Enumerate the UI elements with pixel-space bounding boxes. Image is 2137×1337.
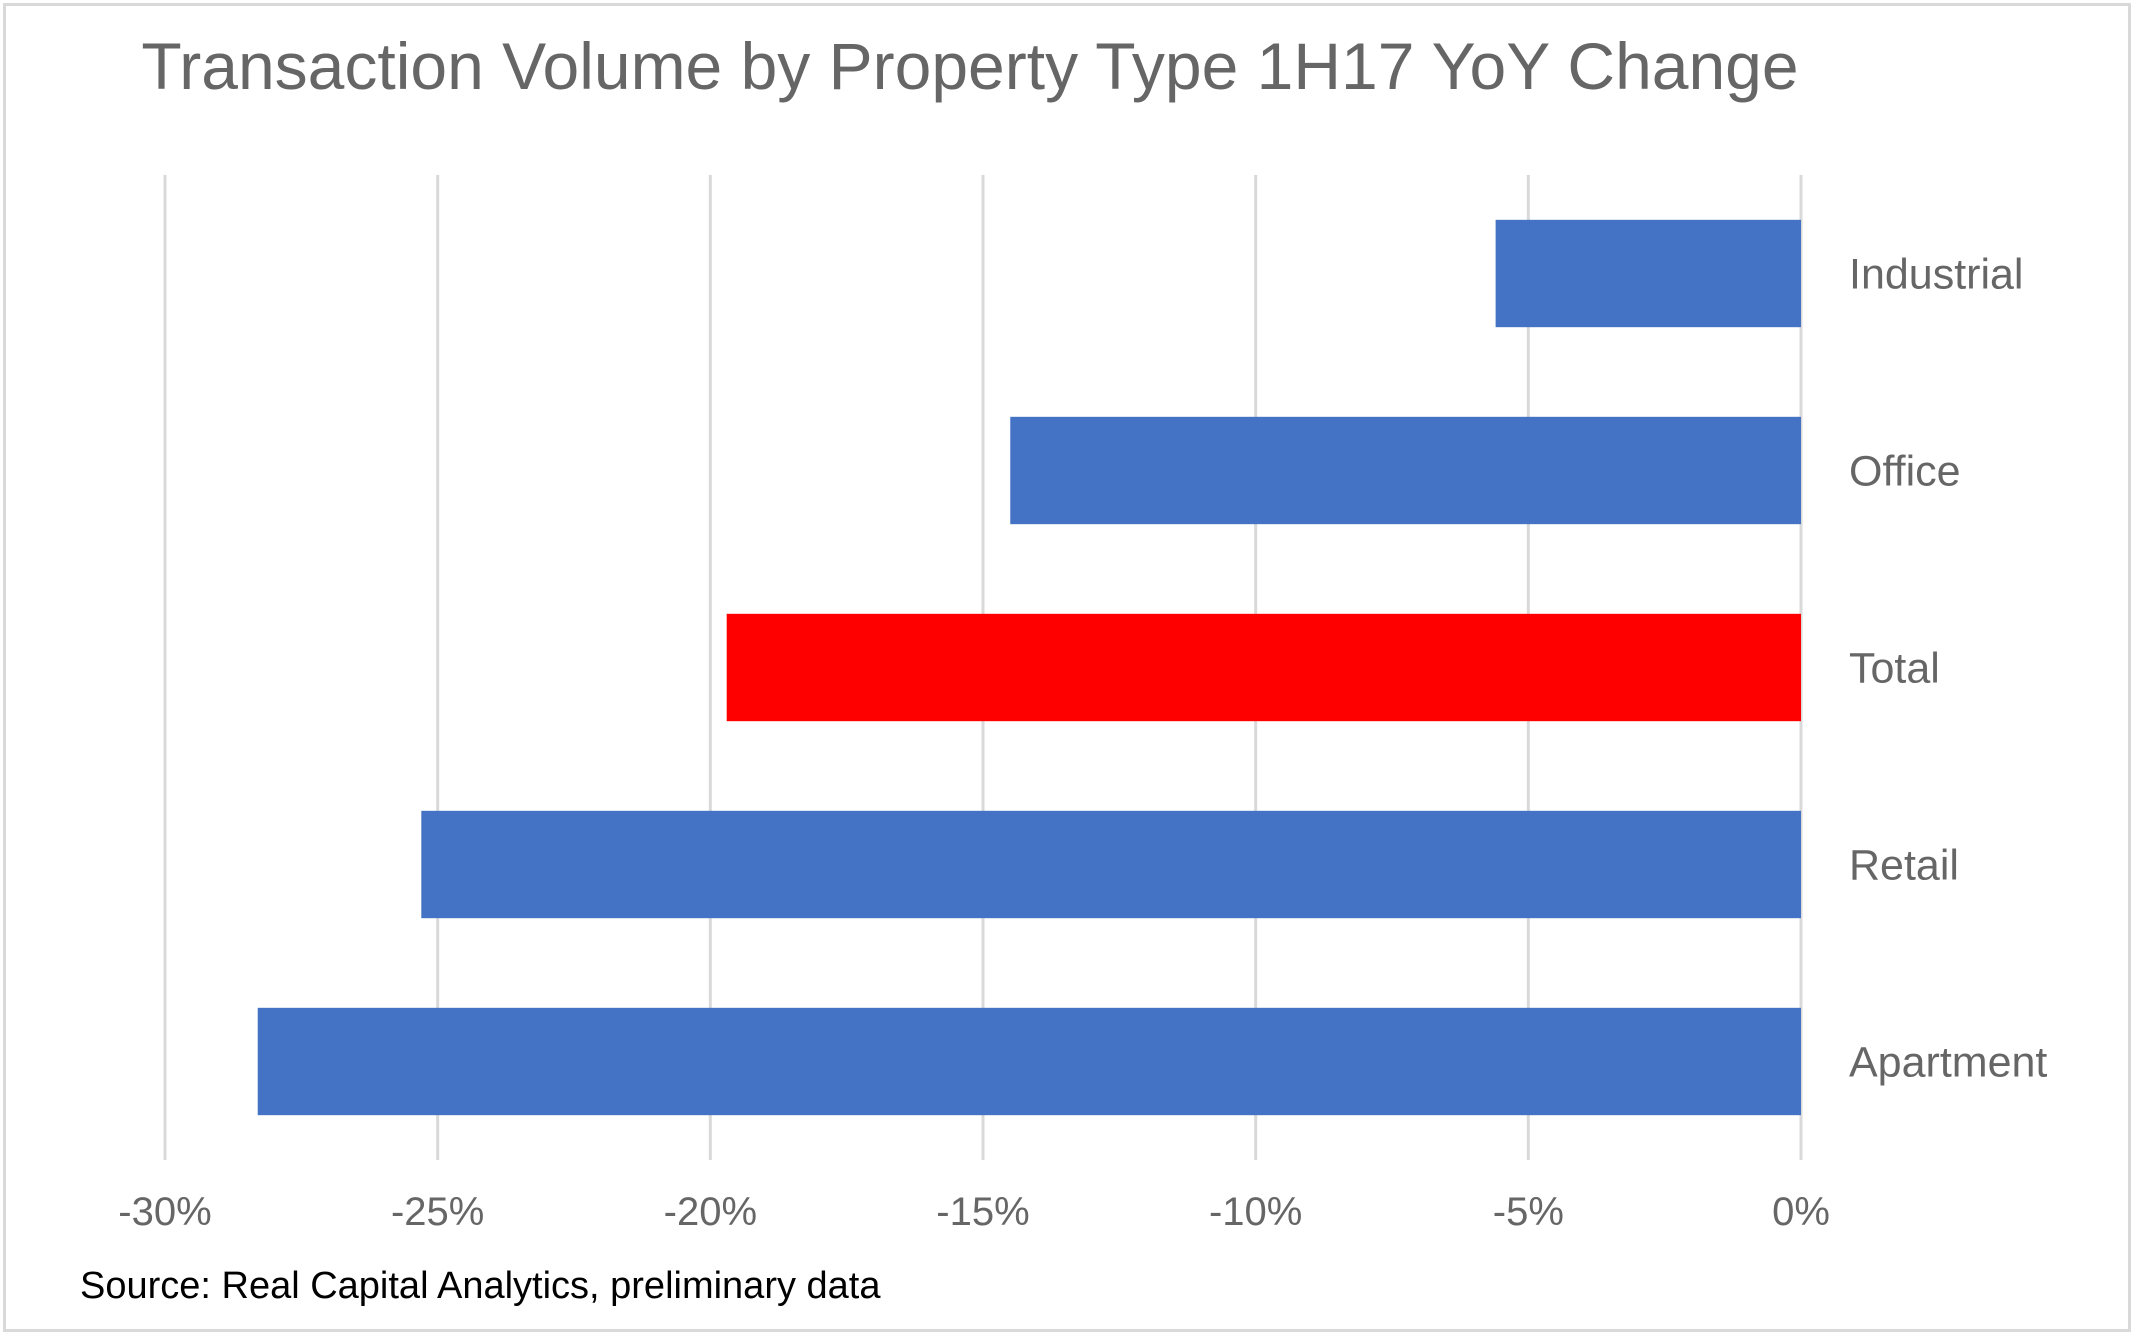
x-tick-label: -30% bbox=[118, 1190, 211, 1234]
x-tick-label: 0% bbox=[1772, 1190, 1830, 1234]
chart-title: Transaction Volume by Property Type 1H17… bbox=[141, 29, 1799, 103]
bar-retail bbox=[421, 810, 1802, 919]
category-label-industrial: Industrial bbox=[1849, 251, 2023, 299]
category-label-apartment: Apartment bbox=[1849, 1039, 2047, 1087]
source-note: Source: Real Capital Analytics, prelimin… bbox=[80, 1265, 881, 1307]
x-tick-label: -10% bbox=[1209, 1190, 1302, 1234]
bar-office bbox=[1010, 416, 1801, 525]
category-label-total: Total bbox=[1849, 645, 1940, 693]
bar-apartment bbox=[257, 1007, 1801, 1116]
bar-industrial bbox=[1495, 219, 1801, 328]
x-tick-label: -25% bbox=[391, 1190, 484, 1234]
category-label-retail: Retail bbox=[1849, 842, 1959, 890]
x-tick-label: -5% bbox=[1493, 1190, 1564, 1234]
x-tick-label: -15% bbox=[936, 1190, 1029, 1234]
bar-total bbox=[726, 613, 1801, 722]
x-tick-label: -20% bbox=[664, 1190, 757, 1234]
category-label-office: Office bbox=[1849, 448, 1961, 496]
